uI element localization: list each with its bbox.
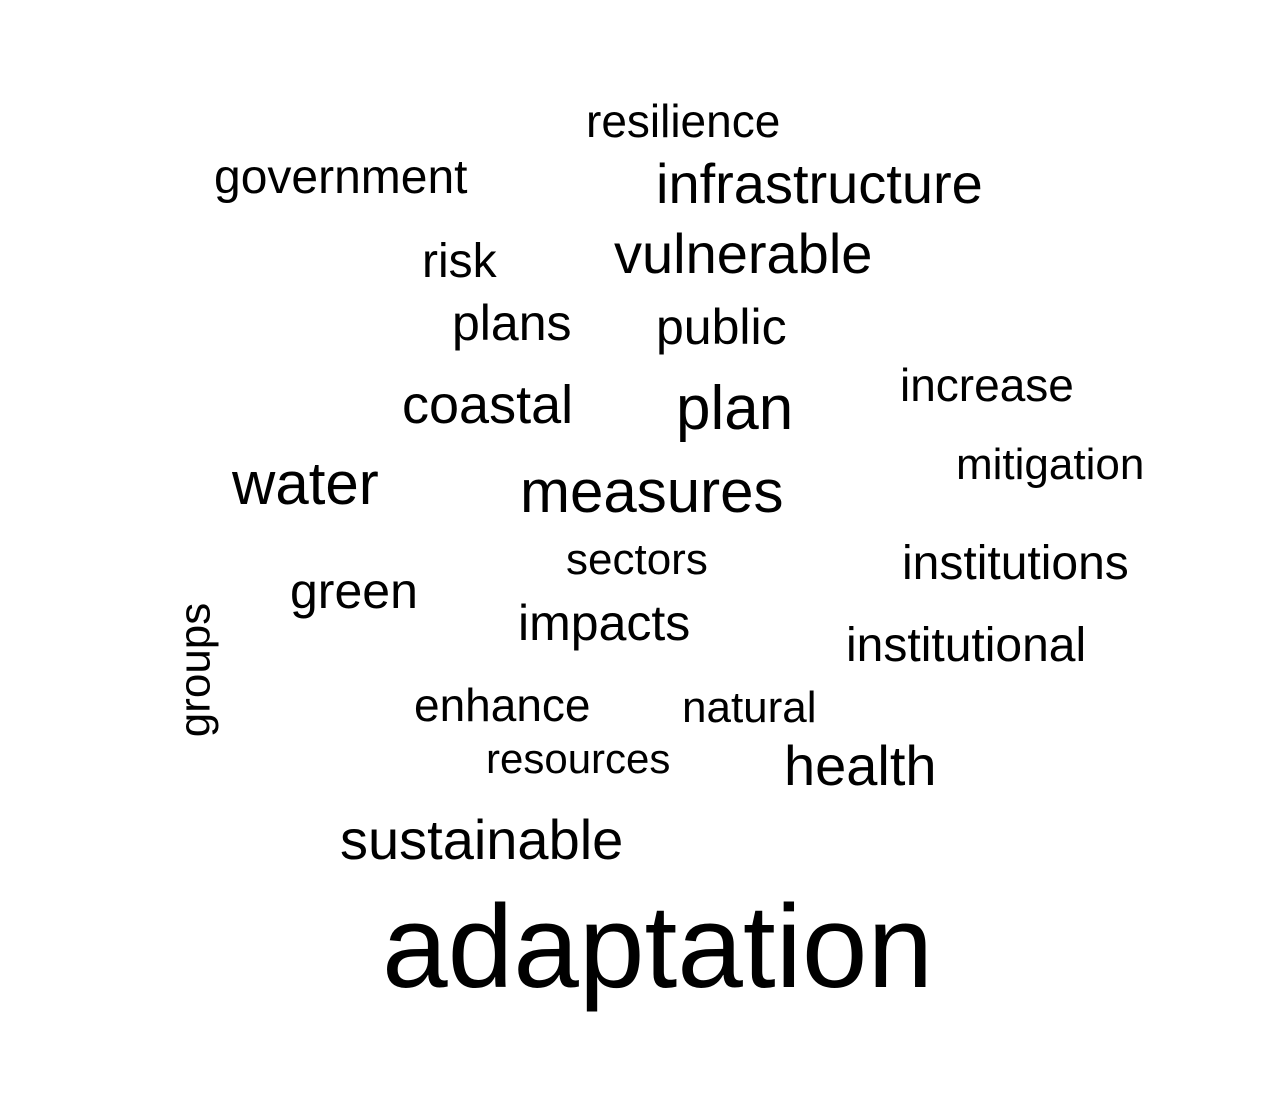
word-plans: plans [452, 295, 572, 351]
word-water: water [232, 450, 379, 517]
word-vulnerable: vulnerable [614, 222, 873, 285]
word-measures: measures [520, 458, 784, 525]
word-green: green [290, 563, 418, 619]
word-health: health [784, 734, 937, 797]
word-government: government [214, 151, 468, 204]
word-risk: risk [422, 235, 497, 288]
word-increase: increase [900, 359, 1074, 411]
word-resources: resources [486, 735, 671, 782]
word-natural: natural [682, 683, 817, 732]
word-resilience: resilience [586, 95, 781, 147]
word-enhance: enhance [414, 679, 591, 731]
word-mitigation: mitigation [956, 440, 1145, 489]
word-infrastructure: infrastructure [656, 152, 983, 215]
word-coastal: coastal [402, 375, 574, 435]
word-plan: plan [676, 374, 794, 443]
word-public: public [656, 299, 787, 355]
word-impacts: impacts [518, 595, 691, 651]
word-groups: groups [170, 602, 220, 738]
word-institutional: institutional [846, 619, 1087, 672]
word-sectors: sectors [566, 535, 708, 584]
word-institutions: institutions [902, 537, 1129, 590]
word-sustainable: sustainable [340, 808, 624, 871]
word-adaptation: adaptation [382, 881, 934, 1013]
